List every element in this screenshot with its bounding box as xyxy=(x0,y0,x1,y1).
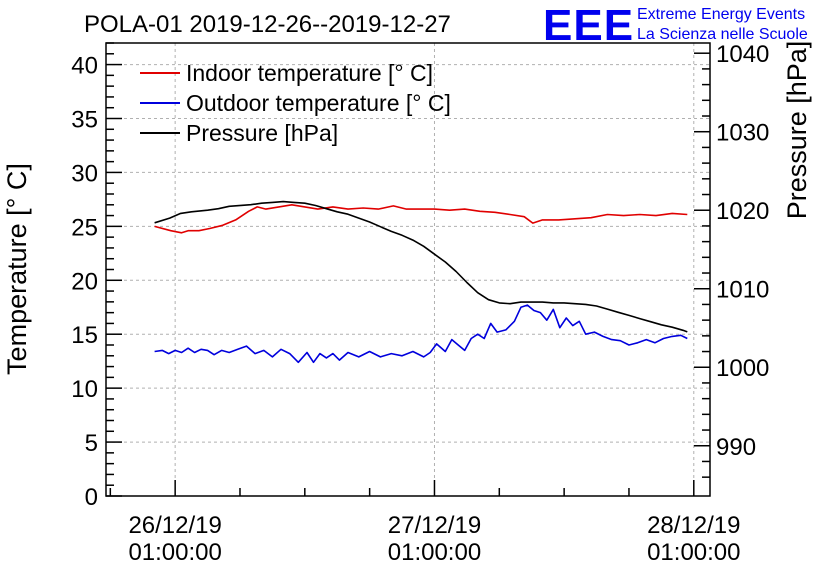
series-layer xyxy=(154,200,688,364)
series-indoor-temperature xyxy=(154,204,688,234)
axis-ticks xyxy=(106,42,710,497)
y-tick-label: 35 xyxy=(71,107,98,134)
y-axis-label: Temperature [° C] xyxy=(2,163,32,375)
y-tick-label: 10 xyxy=(71,376,98,403)
y-tick-label: 25 xyxy=(71,214,98,241)
eee-logo-line1: Extreme Energy Events xyxy=(637,6,805,23)
y-tick-label: 20 xyxy=(71,268,98,295)
chart-title: POLA-01 2019-12-26--2019-12-27 xyxy=(84,11,451,38)
y2-tick-label: 1040 xyxy=(716,41,769,68)
y2-tick-label: 1030 xyxy=(716,120,769,147)
x-tick-label-date: 27/12/19 xyxy=(388,512,481,539)
y2-tick-label: 1020 xyxy=(716,198,769,225)
y-tick-label: 40 xyxy=(71,53,98,80)
y-tick-label: 5 xyxy=(85,430,98,457)
x-tick-label-date: 26/12/19 xyxy=(128,512,221,539)
series-pressure xyxy=(154,200,688,333)
x-tick-label-date: 28/12/19 xyxy=(647,512,740,539)
legend-pressure: Pressure [hPa] xyxy=(186,120,338,146)
y2-tick-label: 1010 xyxy=(716,277,769,304)
y2-tick-label: 1000 xyxy=(716,355,769,382)
y2-tick-label: 990 xyxy=(716,434,756,461)
legend-indoor: Indoor temperature [° C] xyxy=(186,60,433,86)
y-tick-label: 0 xyxy=(85,484,98,511)
legend: Indoor temperature [° C] Outdoor tempera… xyxy=(140,60,451,146)
legend-outdoor: Outdoor temperature [° C] xyxy=(186,90,451,116)
eee-logo-mark: EEE xyxy=(543,1,634,50)
grid xyxy=(106,43,710,496)
eee-logo: EEE Extreme Energy Events La Scienza nel… xyxy=(543,1,808,50)
y-tick-label: 30 xyxy=(71,160,98,187)
tick-labels: 0 5 10 15 20 25 30 35 40 990 1000 1010 1020 1030 1040 2… xyxy=(71,41,769,566)
x-tick-label-time: 01:00:00 xyxy=(647,539,740,566)
series-outdoor-temperature xyxy=(154,304,688,364)
y2-axis-label: Pressure [hPa] xyxy=(782,41,812,220)
eee-logo-line2: La Scienza nelle Scuole xyxy=(637,26,808,43)
x-tick-label-time: 01:00:00 xyxy=(388,539,481,566)
y-tick-label: 15 xyxy=(71,322,98,349)
x-tick-label-time: 01:00:00 xyxy=(128,539,221,566)
